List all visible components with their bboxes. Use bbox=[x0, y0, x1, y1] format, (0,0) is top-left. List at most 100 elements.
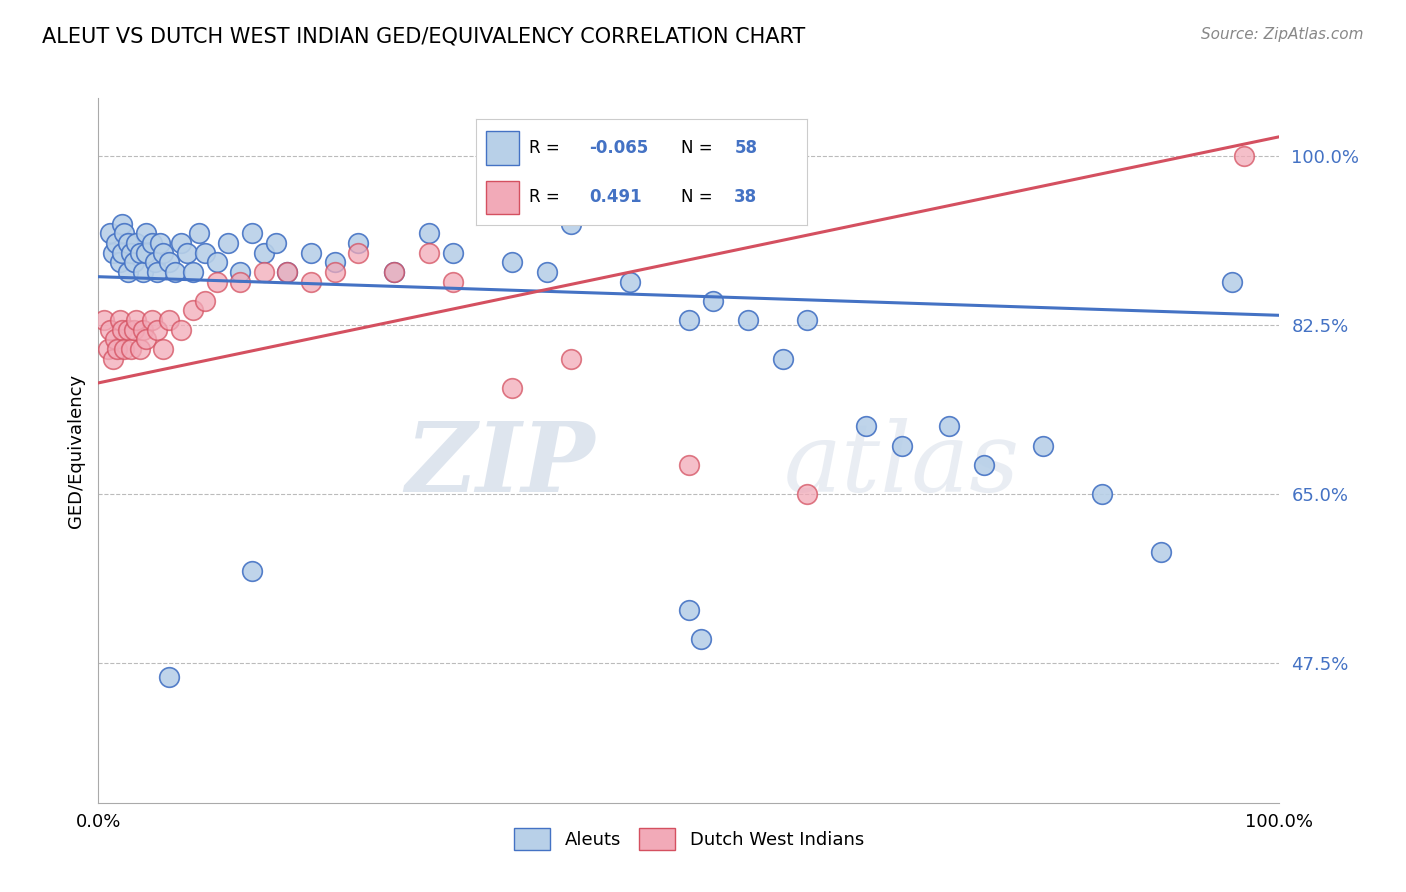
Point bbox=[101, 245, 124, 260]
Point bbox=[796, 487, 818, 501]
Point bbox=[117, 323, 139, 337]
Point bbox=[98, 323, 121, 337]
Point bbox=[323, 255, 346, 269]
Point bbox=[441, 275, 464, 289]
Point bbox=[157, 670, 180, 684]
Point bbox=[890, 439, 912, 453]
Point bbox=[772, 351, 794, 366]
Point bbox=[132, 265, 155, 279]
Point bbox=[560, 217, 582, 231]
Point bbox=[111, 217, 134, 231]
Text: ALEUT VS DUTCH WEST INDIAN GED/EQUIVALENCY CORRELATION CHART: ALEUT VS DUTCH WEST INDIAN GED/EQUIVALEN… bbox=[42, 27, 806, 46]
Point bbox=[121, 245, 143, 260]
Point bbox=[194, 245, 217, 260]
Point bbox=[689, 632, 711, 646]
Point bbox=[111, 245, 134, 260]
Point bbox=[1220, 275, 1243, 289]
Point bbox=[128, 245, 150, 260]
Point bbox=[299, 245, 322, 260]
Point bbox=[165, 265, 187, 279]
Point bbox=[146, 323, 169, 337]
Point bbox=[170, 323, 193, 337]
Text: atlas: atlas bbox=[783, 417, 1019, 511]
Point bbox=[104, 333, 127, 347]
Point bbox=[276, 265, 298, 279]
Point bbox=[97, 342, 120, 356]
Point bbox=[855, 419, 877, 434]
Point bbox=[194, 293, 217, 308]
Point bbox=[737, 313, 759, 327]
Point bbox=[152, 342, 174, 356]
Point bbox=[702, 293, 724, 308]
Point bbox=[536, 265, 558, 279]
Point bbox=[122, 323, 145, 337]
Point bbox=[108, 313, 131, 327]
Point bbox=[217, 235, 239, 250]
Point bbox=[125, 313, 148, 327]
Point bbox=[157, 255, 180, 269]
Point bbox=[938, 419, 960, 434]
Point bbox=[299, 275, 322, 289]
Point bbox=[1233, 149, 1256, 163]
Point bbox=[170, 235, 193, 250]
Point bbox=[111, 323, 134, 337]
Point bbox=[253, 245, 276, 260]
Point bbox=[152, 245, 174, 260]
Point bbox=[117, 265, 139, 279]
Point bbox=[176, 245, 198, 260]
Y-axis label: GED/Equivalency: GED/Equivalency bbox=[66, 374, 84, 527]
Point bbox=[141, 235, 163, 250]
Point bbox=[1032, 439, 1054, 453]
Point bbox=[382, 265, 405, 279]
Point bbox=[347, 245, 370, 260]
Point bbox=[112, 342, 135, 356]
Point bbox=[117, 235, 139, 250]
Point bbox=[418, 245, 440, 260]
Point bbox=[418, 227, 440, 241]
Point bbox=[181, 303, 204, 318]
Point bbox=[441, 245, 464, 260]
Point bbox=[796, 313, 818, 327]
Point bbox=[382, 265, 405, 279]
Point bbox=[135, 333, 157, 347]
Point bbox=[1150, 545, 1173, 559]
Point bbox=[276, 265, 298, 279]
Point bbox=[128, 342, 150, 356]
Point bbox=[122, 255, 145, 269]
Point bbox=[98, 227, 121, 241]
Point bbox=[323, 265, 346, 279]
Point bbox=[1091, 487, 1114, 501]
Point bbox=[501, 255, 523, 269]
Point bbox=[121, 342, 143, 356]
Point bbox=[108, 255, 131, 269]
Point bbox=[240, 564, 263, 578]
Point bbox=[678, 603, 700, 617]
Point bbox=[141, 313, 163, 327]
Point bbox=[678, 458, 700, 472]
Point bbox=[240, 227, 263, 241]
Point bbox=[135, 227, 157, 241]
Point bbox=[149, 235, 172, 250]
Text: ZIP: ZIP bbox=[405, 417, 595, 511]
Point bbox=[187, 227, 209, 241]
Point bbox=[560, 351, 582, 366]
Point bbox=[205, 275, 228, 289]
Text: Source: ZipAtlas.com: Source: ZipAtlas.com bbox=[1201, 27, 1364, 42]
Point bbox=[135, 245, 157, 260]
Point bbox=[143, 255, 166, 269]
Point bbox=[205, 255, 228, 269]
Point bbox=[105, 342, 128, 356]
Point bbox=[146, 265, 169, 279]
Point bbox=[347, 235, 370, 250]
Point bbox=[181, 265, 204, 279]
Point bbox=[229, 275, 252, 289]
Point bbox=[101, 351, 124, 366]
Point bbox=[125, 235, 148, 250]
Point bbox=[501, 381, 523, 395]
Point bbox=[112, 227, 135, 241]
Point bbox=[132, 323, 155, 337]
Point bbox=[973, 458, 995, 472]
Point bbox=[264, 235, 287, 250]
Point bbox=[253, 265, 276, 279]
Point bbox=[157, 313, 180, 327]
